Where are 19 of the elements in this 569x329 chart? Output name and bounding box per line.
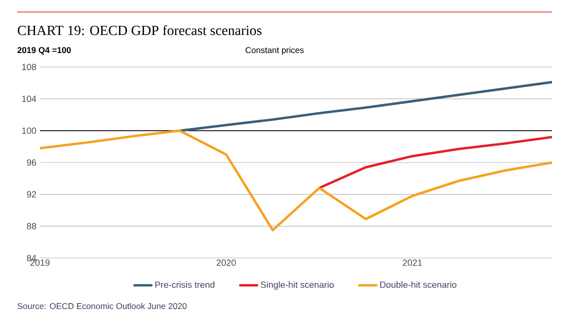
- y-tick-label: 104: [22, 96, 36, 102]
- legend-label: Pre-crisis trend: [155, 281, 214, 288]
- line-series: [318, 136, 552, 190]
- x-tick-label: 2019: [30, 260, 50, 266]
- legend-label: Single-hit scenario: [260, 281, 334, 290]
- chart-subtitle: Constant prices: [246, 46, 304, 55]
- x-tick-label: 2021: [402, 260, 422, 266]
- y-tick-label: 96: [26, 159, 36, 166]
- x-tick-label: 2020: [216, 260, 236, 266]
- legend-label: Double-hit scenario: [380, 281, 456, 288]
- y-tick-label: 88: [26, 222, 36, 230]
- line-series: [40, 129, 552, 232]
- text: 2019 Q4 =100: [18, 47, 71, 55]
- y-tick-label: 92: [26, 191, 36, 198]
- chart-title: CHART 19: OECD GDP forecast scenarios: [18, 25, 262, 36]
- y-tick-label: 84: [26, 254, 36, 262]
- y-tick-label: 100: [22, 127, 36, 134]
- y-tick-label: 108: [22, 64, 36, 70]
- source-note: Source: OECD Economic Outlook June 2020: [18, 302, 187, 310]
